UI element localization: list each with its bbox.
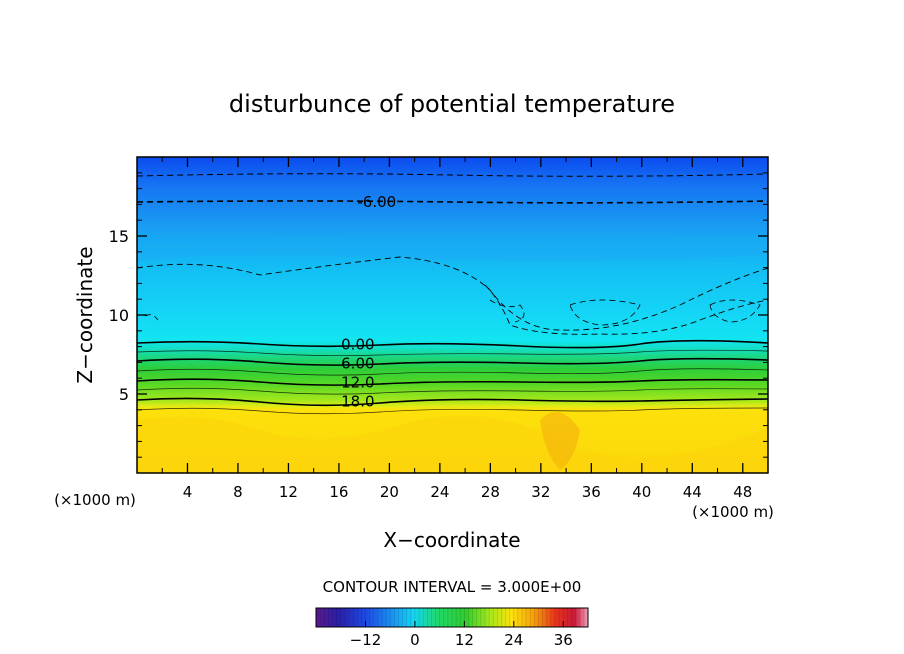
- y-tick-label: 10: [109, 306, 129, 325]
- x-unit-left: (×1000 m): [54, 491, 136, 509]
- contour-3: [137, 349, 768, 357]
- field-texture-yellow: [137, 415, 768, 473]
- contour-eddy-3: [489, 299, 525, 323]
- contour-neg3-lower: [484, 284, 768, 335]
- contour-label: 18.0: [341, 392, 374, 410]
- x-tick-label: 8: [233, 483, 243, 501]
- x-tick-label: 28: [481, 483, 500, 501]
- contour-label: -6.00: [357, 193, 396, 211]
- contour-label: 12.0: [341, 373, 374, 391]
- colorbar: [316, 608, 588, 627]
- contour-15: [137, 387, 768, 395]
- y-axis: 5 10 15: [109, 172, 768, 458]
- contour-9: [137, 368, 768, 376]
- colorbar-segments: [319, 608, 585, 627]
- x-tick-label: 48: [733, 483, 752, 501]
- x-tick-label: 40: [632, 483, 651, 501]
- contour-eddy-1: [569, 299, 641, 326]
- x-tick-label: 24: [430, 483, 449, 501]
- field-texture-band: [137, 235, 768, 262]
- x-axis-label: X−coordinate: [383, 528, 520, 552]
- x-axis: 4 8 12 16 20 24 28 32 36 40 44 48: [161, 157, 752, 501]
- contour-neg6: [137, 200, 768, 204]
- x-tick-label: 16: [329, 483, 348, 501]
- contour-eddy-2: [709, 299, 761, 323]
- thin-contours: [137, 349, 768, 415]
- contour-neg3: [137, 256, 768, 331]
- contour-label: 0.00: [341, 335, 374, 353]
- colorbar-tick-label: 24: [504, 631, 523, 649]
- contour-neg9: [137, 173, 768, 177]
- colorbar-tick-label: −12: [350, 631, 382, 649]
- contour-0: [137, 339, 768, 349]
- colorbar-tick-label: 36: [554, 631, 573, 649]
- colorbar-frame: [315, 607, 589, 628]
- x-tick-label: 44: [683, 483, 702, 501]
- contour-label: 6.00: [341, 354, 374, 372]
- y-tick-label: 5: [119, 385, 129, 404]
- x-tick-label: 20: [380, 483, 399, 501]
- chart-title: disturbunce of potential temperature: [229, 90, 675, 118]
- field-texture-orange: [540, 412, 580, 470]
- solid-contours: [137, 339, 768, 407]
- x-tick-label: 12: [279, 483, 298, 501]
- x-unit-right: (×1000 m): [692, 503, 774, 521]
- contour-12: [137, 378, 768, 386]
- dashed-contours: [137, 173, 768, 335]
- y-tick-label: 15: [109, 227, 129, 246]
- colorbar-ticks: −12 0 12 24 36: [350, 621, 573, 649]
- contour-interval-text: CONTOUR INTERVAL = 3.000E+00: [323, 578, 582, 596]
- contour-6: [137, 357, 768, 366]
- x-tick-label: 4: [183, 483, 193, 501]
- x-tick-label: 36: [582, 483, 601, 501]
- x-tick-label: 32: [531, 483, 550, 501]
- contour-21: [137, 407, 768, 415]
- colorbar-tick-label: 12: [455, 631, 474, 649]
- contour-18: [137, 397, 768, 407]
- y-axis-label: Z−coordinate: [73, 246, 97, 383]
- colorbar-tick-label: 0: [410, 631, 420, 649]
